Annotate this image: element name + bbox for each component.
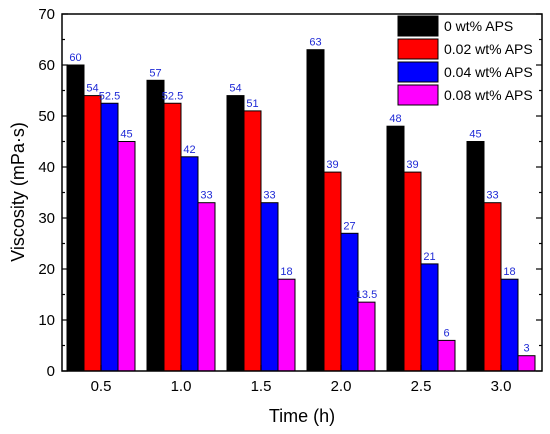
x-tick-label: 0.5: [91, 378, 112, 395]
y-tick-label: 0: [47, 363, 55, 380]
data-label: 18: [280, 266, 292, 278]
data-label: 57: [149, 67, 161, 79]
y-tick-label: 40: [38, 159, 55, 176]
y-axis-title: Viscosity (mPa·s): [8, 122, 28, 262]
data-label: 54: [229, 83, 241, 95]
data-label: 33: [263, 190, 275, 202]
x-axis-ticks: 0.5 1.0 1.5 2.0 2.5 3.0: [91, 365, 512, 395]
data-label: 39: [406, 159, 418, 171]
y-tick-label: 20: [38, 261, 55, 278]
data-label: 3: [523, 343, 529, 355]
data-label: 13.5: [356, 289, 377, 301]
bar: [180, 156, 199, 372]
data-labels-layer: 605452.5455752.542335451331863392713.548…: [69, 37, 529, 355]
data-label: 52.5: [162, 90, 183, 102]
x-tick-label: 2.5: [411, 378, 432, 395]
legend: 0 wt% APS 0.02 wt% APS 0.04 wt% APS 0.08 wt…: [397, 15, 533, 106]
bar: [163, 102, 182, 372]
data-label: 51: [246, 98, 258, 110]
legend-label: 0.02 wt% APS: [444, 41, 533, 57]
data-label: 45: [469, 129, 481, 141]
bar: [83, 95, 102, 372]
bar: [226, 95, 245, 372]
x-tick-label: 1.5: [251, 378, 272, 395]
bar: [277, 278, 296, 372]
bar: [306, 49, 325, 372]
x-tick-label: 2.0: [331, 378, 352, 395]
bar: [437, 339, 456, 372]
bar: [403, 171, 422, 372]
bar: [323, 171, 342, 372]
data-label: 18: [503, 266, 515, 278]
data-label: 39: [326, 159, 338, 171]
legend-swatch: [397, 84, 439, 106]
y-tick-label: 30: [38, 210, 55, 227]
bar: [146, 79, 165, 372]
bar: [357, 301, 376, 372]
data-label: 60: [69, 52, 81, 64]
data-label: 27: [343, 220, 355, 232]
bar: [100, 102, 119, 372]
data-label: 33: [200, 190, 212, 202]
bar: [340, 232, 359, 372]
x-tick-label: 3.0: [491, 378, 512, 395]
x-axis-title: Time (h): [269, 406, 335, 426]
bar: [517, 355, 536, 372]
legend-swatch: [397, 15, 439, 37]
bar: [466, 141, 485, 372]
data-label: 33: [486, 190, 498, 202]
bar: [66, 64, 85, 372]
data-label: 42: [183, 144, 195, 156]
y-tick-label: 50: [38, 108, 55, 125]
y-axis-ticks: 0 10 20 30 40 50 60 70: [38, 6, 542, 380]
bar: [483, 202, 502, 372]
data-label: 6: [443, 327, 449, 339]
data-label: 63: [309, 37, 321, 49]
data-label: 21: [423, 251, 435, 263]
data-label: 52.5: [99, 90, 120, 102]
bar: [386, 125, 405, 372]
legend-swatch: [397, 61, 439, 83]
data-label: 48: [389, 113, 401, 125]
bar: [420, 263, 439, 372]
legend-label: 0.08 wt% APS: [444, 87, 533, 103]
legend-label: 0.04 wt% APS: [444, 64, 533, 80]
y-tick-label: 70: [38, 6, 55, 23]
bar: [260, 202, 279, 372]
data-label: 45: [120, 129, 132, 141]
legend-label: 0 wt% APS: [444, 18, 513, 34]
bar: [500, 278, 519, 372]
legend-swatch: [397, 38, 439, 60]
x-tick-label: 1.0: [171, 378, 192, 395]
bar: [117, 141, 136, 372]
data-label: 54: [86, 83, 98, 95]
y-tick-label: 10: [38, 312, 55, 329]
bars-layer: [66, 49, 536, 372]
bar: [197, 202, 216, 372]
bar: [243, 110, 262, 372]
y-tick-label: 60: [38, 57, 55, 74]
